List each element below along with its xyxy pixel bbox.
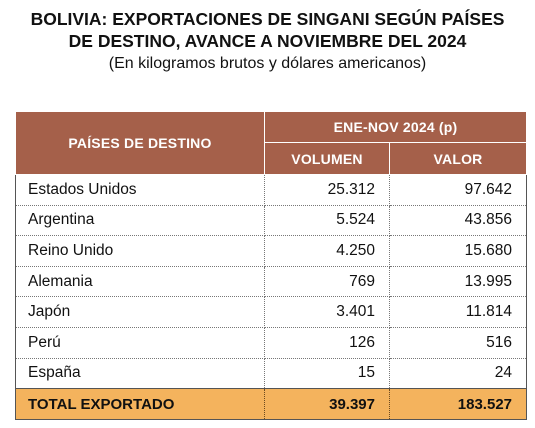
table-row: Estados Unidos 25.312 97.642 <box>15 174 528 206</box>
volume-cell: 126 <box>264 327 390 359</box>
value-cell: 11.814 <box>389 296 528 328</box>
country-cell: Reino Unido <box>15 235 265 267</box>
table-row: Japón 3.401 11.814 <box>15 296 528 328</box>
total-label: TOTAL EXPORTADO <box>15 388 265 421</box>
value-cell: 516 <box>389 327 528 359</box>
header-period: ENE-NOV 2024 (p) <box>263 111 528 143</box>
table-header: PAÍSES DE DESTINO ENE-NOV 2024 (p) VOLUM… <box>15 111 528 175</box>
header-volume: VOLUMEN <box>264 142 390 175</box>
value-cell: 15.680 <box>389 235 528 267</box>
value-cell: 43.856 <box>389 205 528 237</box>
page-subtitle: (En kilogramos brutos y dólares american… <box>108 55 427 72</box>
header-country: PAÍSES DE DESTINO <box>15 111 265 175</box>
table-body: Estados Unidos 25.312 97.642 Argentina 5.524… <box>15 174 528 421</box>
volume-cell: 15 <box>264 358 390 390</box>
country-cell: Perú <box>15 327 265 359</box>
header-value: VALOR <box>388 142 528 175</box>
value-cell: 24 <box>389 358 528 390</box>
country-cell: Japón <box>15 296 265 328</box>
volume-cell: 5.524 <box>264 205 390 237</box>
table-row: Alemania 769 13.995 <box>15 266 528 298</box>
volume-cell: 4.250 <box>264 235 390 267</box>
total-row: TOTAL EXPORTADO 39.397 183.527 <box>15 388 528 421</box>
table-row: Reino Unido 4.250 15.680 <box>15 235 528 267</box>
page-title: BOLIVIA: EXPORTACIONES DE SINGANI SEGÚN … <box>0 8 535 52</box>
country-cell: España <box>15 358 265 390</box>
volume-cell: 769 <box>264 266 390 298</box>
title-line-1: BOLIVIA: EXPORTACIONES DE SINGANI SEGÚN … <box>30 9 505 29</box>
table-row: Argentina 5.524 43.856 <box>15 205 528 237</box>
value-cell: 13.995 <box>389 266 528 298</box>
country-cell: Alemania <box>15 266 265 298</box>
volume-cell: 3.401 <box>264 296 390 328</box>
volume-cell: 25.312 <box>264 174 390 206</box>
total-volume: 39.397 <box>264 388 390 421</box>
title-line-2: DE DESTINO, AVANCE A NOVIEMBRE DEL 2024 <box>68 31 467 51</box>
value-cell: 97.642 <box>389 174 528 206</box>
table-row: España 15 24 <box>15 358 528 390</box>
table-row: Perú 126 516 <box>15 327 528 359</box>
exports-table: PAÍSES DE DESTINO ENE-NOV 2024 (p) VOLUM… <box>15 111 528 421</box>
country-cell: Estados Unidos <box>15 174 265 206</box>
country-cell: Argentina <box>15 205 265 237</box>
total-value: 183.527 <box>389 388 528 421</box>
